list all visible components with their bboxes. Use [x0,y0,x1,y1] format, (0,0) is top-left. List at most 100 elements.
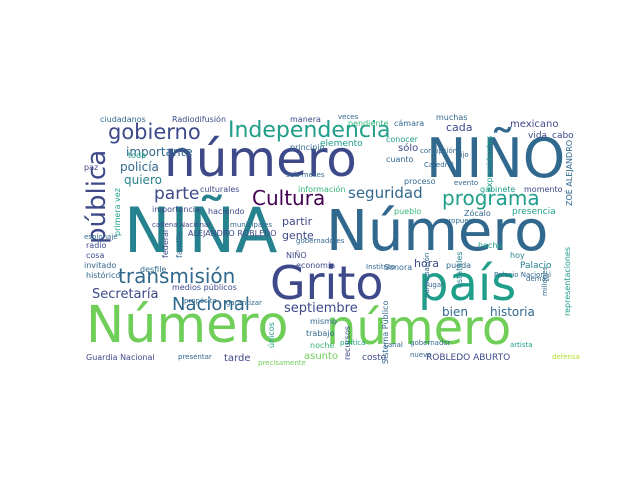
word-paz: paz [84,163,99,172]
word-expresidentes: expresidentes [485,135,494,192]
word-nino-upper: NIÑO [426,127,566,190]
word-estatales: estatales [455,251,464,288]
word-nuevo: nuevo [410,351,432,359]
word-historico: histórico [86,271,121,280]
word-transmision: transmisión [118,264,236,288]
word-jugar: jugar [426,281,444,289]
word-importante: importante [126,145,193,159]
word-palacio: Palacio [520,261,552,271]
word-mexicano: mexicano [510,119,559,130]
word-robledo-aburto: ROBLEDO ABURTO [426,353,511,363]
word-costo: costo [362,353,387,363]
word-elemento: elemento [320,139,363,149]
word-cloud: Número NIÑA Número número NIÑO número pa… [80,112,580,368]
word-corrupcion: corrupción [420,147,458,155]
word-camara: cámara [394,119,425,128]
word-gobierno: gobierno [108,120,201,144]
word-nina-upper: NIÑA [124,194,278,267]
word-toda: toda [128,151,147,160]
word-presencia: presencia [512,207,556,217]
word-cabo: cabo [552,131,574,141]
word-numero-lower-1: número [164,130,357,188]
word-programa: programa [442,186,540,210]
word-asunto: asunto [304,351,339,362]
word-radio: radio [86,241,107,250]
word-proposito: propósito [184,297,217,305]
word-tarde: tarde [224,353,251,364]
word-gente: gente [282,229,314,242]
word-secretaria: Secretaría [92,287,159,302]
word-pueblo: pueblo [394,207,422,216]
word-primera-vez: primera vez [113,188,122,236]
word-sonora: Sonora [384,263,413,272]
word-quiero: quiero [124,173,162,187]
word-pueda: pueda [446,261,472,270]
word-haciendo: haciendo [208,207,245,216]
word-medios-publicos: medios públicos [172,283,237,292]
word-parte: parte [154,184,200,204]
word-desfile: desfile [140,265,167,274]
word-defensa: defensa [552,353,580,361]
word-veces: veces [338,113,359,121]
word-importancia: importancia [152,205,200,214]
word-federal: federal [161,229,170,258]
word-catedral: Catedral [424,161,454,169]
word-canal: canal [384,341,403,349]
word-cada: cada [446,121,473,134]
word-familia: familia [175,230,184,258]
word-muchas: muchas [436,113,468,122]
word-cosa: cosa [86,251,105,260]
word-hoy: hoy [510,251,525,260]
word-trabajo: trabajo [306,329,335,338]
word-artista: artista [510,341,533,349]
word-representaciones: representaciones [563,246,572,316]
word-policia: policía [120,160,159,174]
word-grito: Grito [270,256,384,310]
word-invitado: invitado [84,261,117,270]
word-alejandro-robledo: ALEJANDRO ROBLEDO [188,229,277,238]
word-hijo: hijo [456,151,469,159]
word-espionaje: espionaje [84,233,118,241]
word-economia: economía [296,261,336,270]
word-partir: partir [282,215,313,228]
word-momento: momento [524,185,563,194]
word-politica: política [340,339,366,347]
word-conocer: conocer [386,135,418,144]
word-vida: vida [528,131,548,141]
word-cultura: Cultura [252,186,326,210]
word-numero-lower-2: número [326,300,512,356]
word-principio: principio [290,143,325,152]
word-culturales: culturales [200,185,240,194]
word-palacio-nacional: Palacio Nacional [494,271,552,279]
word-informacion: información [298,185,346,194]
word-pendiente: pendiente [348,119,389,128]
word-numero-upper-2: Número [326,199,549,264]
word-noche: noche [310,341,335,350]
word-cuanto: cuanto [386,155,414,164]
word-historia: historia [490,305,535,319]
word-evento: evento [454,179,479,187]
word-participacion: participación [423,252,431,298]
word-mismo: mismo [310,317,337,326]
word-bien: bien [442,305,468,319]
word-municipales: municipales [230,221,273,229]
word-manera: manera [290,115,321,124]
word-solo: sólo [398,143,419,154]
word-guardia-nacional: Guardia Nacional [86,353,155,362]
word-gobernadores: gobernadores [296,237,345,245]
word-independencia: Independencia [228,118,391,143]
word-cadena-nacional: cadena Nacional [152,221,211,229]
word-presentar: presentar [178,353,212,361]
word-numero-upper-1: Número [86,296,289,355]
word-zoe-alejandro: ZOÉ ALEJANDRO [565,139,574,206]
word-demas: demás [526,275,550,283]
word-proceso: proceso [404,177,436,186]
word-nacional: Nacional [172,294,250,315]
word-radiodifusion: Radiodifusión [172,115,227,124]
word-nino-small: NIÑO [286,251,307,260]
word-garantizar: garantizar [226,299,262,307]
word-gabinete: gabinete [480,185,516,194]
word-pais: país [418,256,517,312]
word-precisamente: precisamente [258,359,306,367]
word-gobernador: gobernador [410,339,451,347]
